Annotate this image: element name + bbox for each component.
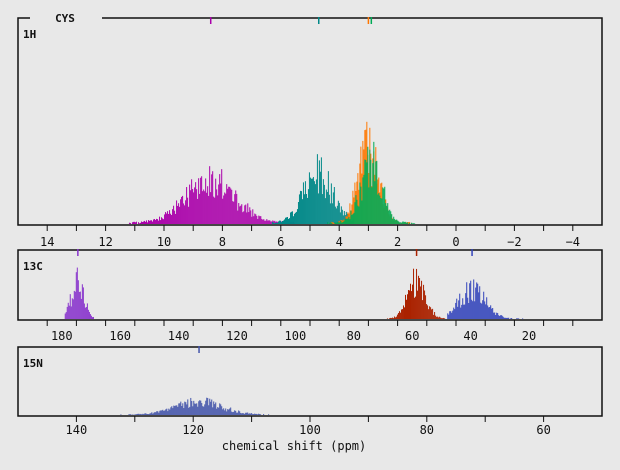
series-0 [128, 17, 296, 224]
tick-label: 80 [420, 423, 434, 437]
series-2 [447, 249, 524, 319]
title-gap [30, 12, 102, 24]
tick-label: 140 [66, 423, 88, 437]
panel-13c: 13C 180 160 140 120 100 80 60 40 20 [17, 249, 603, 343]
tick-label: 60 [405, 329, 419, 343]
x-axis-label: chemical shift (ppm) [222, 439, 367, 453]
tick-label: 120 [182, 423, 204, 437]
tick-label: −2 [507, 235, 521, 249]
series-1 [272, 17, 354, 224]
panel-frame [17, 249, 603, 321]
panel-label: 1H [23, 28, 36, 41]
series-3 [327, 17, 416, 224]
tick-label: 100 [299, 423, 321, 437]
tick-label: 6 [277, 235, 284, 249]
tick-label: 120 [226, 329, 248, 343]
series-0 [64, 249, 94, 319]
chart-title: CYS [55, 12, 75, 25]
tick-label: 4 [336, 235, 343, 249]
tick-label: 100 [285, 329, 307, 343]
tick-label: 2 [394, 235, 401, 249]
tick-label: −4 [566, 235, 580, 249]
panel-label: 15N [23, 357, 43, 370]
tick-label: 180 [51, 329, 73, 343]
tick-label: 160 [109, 329, 131, 343]
tick-label: 80 [347, 329, 361, 343]
tick-label: 40 [463, 329, 477, 343]
tick-label: 20 [522, 329, 536, 343]
panel-1h: 1H CYS 14 12 10 8 6 4 2 0 −2 −4 [17, 12, 603, 249]
panel-frame [17, 346, 603, 417]
tick-label: 60 [536, 423, 550, 437]
tick-label: 0 [452, 235, 459, 249]
tick-label: 12 [98, 235, 112, 249]
series-0 [120, 346, 270, 415]
tick-label: 8 [219, 235, 226, 249]
tick-label: 14 [40, 235, 54, 249]
tick-label: 140 [168, 329, 190, 343]
panel-label: 13C [23, 260, 43, 273]
panel-15n: 15N 140 120 100 80 60 [17, 346, 603, 437]
series-1 [386, 249, 446, 319]
tick-label: 10 [157, 235, 171, 249]
